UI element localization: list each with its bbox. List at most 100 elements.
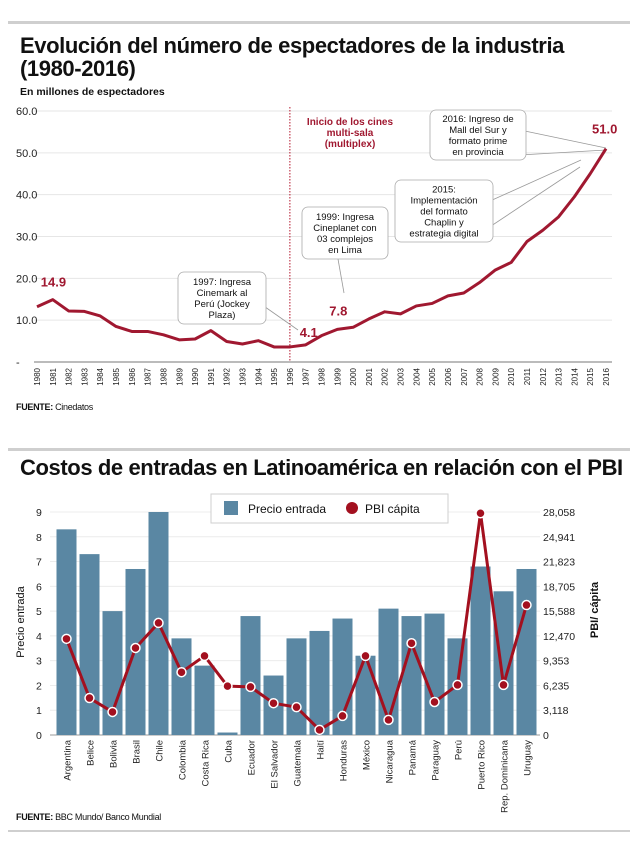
x-tick-label: Chile [155,740,166,762]
bar [217,732,238,735]
x-tick-label: 1991 [207,367,216,385]
y-tick-label: 6 [36,581,42,593]
x-tick-label: Brasil [132,740,143,764]
x-tick-label: 2011 [523,367,532,385]
bar [493,591,514,735]
bar [171,638,192,735]
x-tick-label: 1994 [254,367,263,385]
pbi-point [475,508,486,519]
x-tick-label: 1998 [318,367,327,385]
multiplex-label: Inicio de los cines [307,117,394,128]
x-tick-label: 1986 [128,367,137,385]
x-tick-label: Perú [454,740,465,760]
x-tick-label: 2001 [365,367,374,385]
annotation-box [301,206,389,260]
x-tick-label: 1997 [302,367,311,385]
y2-tick-label: 28,058 [543,507,575,519]
annotation-box [429,109,527,161]
chart2-source: FUENTE: BBC Mundo/ Banco Mundial [16,812,161,822]
chart2-title: Costos de entradas en Latinoamérica en r… [20,455,623,480]
pbi-point [222,680,233,692]
annotation-box [394,179,494,243]
x-tick-label: 2004 [412,367,421,385]
x-tick-label: 1984 [96,367,105,385]
bar [79,554,100,735]
y-tick-label: - [16,357,20,369]
y2-tick-label: 24,941 [543,532,575,544]
y-tick-label: 40.0 [16,190,37,202]
y2-tick-label: 15,588 [543,606,575,618]
annotation-text: 1999: Ingresa [316,212,375,223]
pbi-point [314,724,325,736]
y-tick-label: 3 [36,656,42,668]
x-tick-label: 1980 [33,367,42,385]
bar [194,665,215,735]
pbi-point [383,714,394,726]
x-tick-label: Colombia [178,739,189,780]
pbi-point [130,642,141,654]
x-tick-label: 1990 [191,367,200,385]
pbi-point [84,692,95,704]
multiplex-label: multi-sala [327,128,374,139]
y-axis-title: Precio entrada [15,585,27,657]
annotation-text: 1997: Ingresa [193,277,252,288]
annotation-text: Implementación [410,196,477,207]
x-tick-label: 2016 [602,367,611,385]
chart2-source-label: FUENTE: [16,812,53,822]
x-tick-label: 2006 [444,367,453,385]
y2-tick-label: 12,470 [543,631,575,643]
y2-tick-label: 3,118 [543,705,569,717]
x-tick-label: Nicaragua [385,739,396,783]
y-tick-label: 60.0 [16,106,37,118]
bar [470,566,491,735]
annotation-text: Plaza) [209,310,236,321]
x-tick-label: 2000 [349,367,358,385]
middle-divider [8,448,630,451]
x-tick-label: Rep. Dominicana [500,739,511,813]
pbi-point [61,633,72,645]
pbi-point [291,701,302,713]
y2-tick-label: 18,705 [543,581,575,593]
x-tick-label: 2008 [476,367,485,385]
pbi-point [176,666,187,678]
x-tick-label: Puerto Rico [477,740,488,790]
y2-tick-label: 9,353 [543,656,569,668]
data-label: 51.0 [592,122,617,137]
x-tick-label: Paraguay [431,740,442,781]
annotation-text: 2015: [432,185,456,196]
data-label: 14.9 [41,275,66,290]
x-tick-label: Honduras [339,740,350,781]
annotation-leader-line [519,129,607,149]
x-tick-label: Costa Rica [201,739,212,786]
y-tick-label: 8 [36,532,42,544]
x-tick-label: Cuba [224,739,235,762]
pbi-point [429,696,440,708]
x-tick-label: 1983 [80,367,89,385]
x-tick-label: 1993 [238,367,247,385]
chart1-title: Evolución del número de espectadores de … [20,34,620,80]
annotation-text: Mall del Sur y [449,125,507,136]
annotation-text: Chaplin y [424,218,464,229]
x-tick-label: 1995 [270,367,279,385]
x-tick-label: 1981 [49,367,58,385]
x-tick-label: 2012 [539,367,548,385]
annotation-text: Cineplanet con [313,223,376,234]
data-label: 7.8 [329,303,347,318]
legend-label-pbi: PBI cápita [365,502,420,516]
y2-tick-label: 21,823 [543,557,575,569]
legend-label-precio: Precio entrada [248,502,326,516]
x-tick-label: Guatemala [293,739,304,786]
top-divider [8,21,630,24]
y-tick-label: 7 [36,557,42,569]
bar [102,611,123,735]
bar [401,616,422,735]
x-tick-label: 1988 [159,367,168,385]
legend-swatch-pbi [346,502,358,514]
pbi-point [521,599,532,611]
x-tick-label: Panamá [408,739,419,775]
chart1-source: FUENTE: Cinedatos [16,402,93,412]
y-tick-label: 50.0 [16,148,37,160]
bar [424,613,445,735]
pbi-point [498,679,509,691]
annotation-text: 03 complejos [317,234,373,245]
